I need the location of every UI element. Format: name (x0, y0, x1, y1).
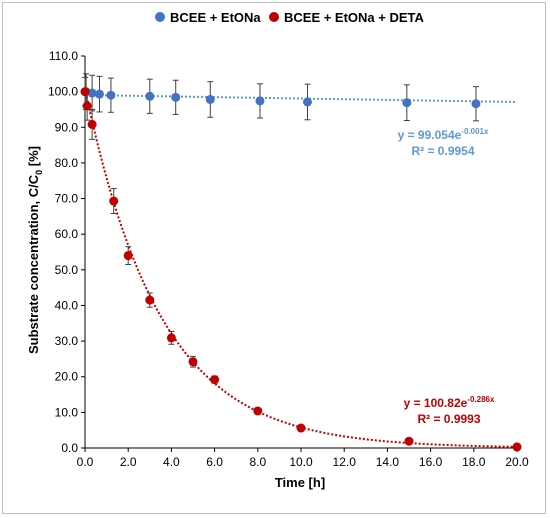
x-tick-labels: 0.0 2.0 4.0 6.0 8.0 10.0 12.0 14.0 16.0 18.0 20.0 (77, 448, 529, 469)
equation-text-bcee-etona-deta: y = 100.82e-0.286x (404, 395, 495, 410)
trendline-series-1 (84, 88, 518, 448)
y-tick-label: 90.0 (55, 120, 79, 134)
y-tick-label: 30.0 (55, 334, 79, 348)
data-point-series-1 (109, 196, 119, 206)
x-axis-title: Time [h] (275, 475, 325, 490)
data-points (80, 87, 522, 452)
equation-bcee-etona: y = 99.054e-0.001x R² = 0.9954 (398, 127, 489, 158)
data-point-series-1 (512, 442, 522, 452)
data-point-series-1 (80, 87, 90, 97)
data-point-series-1 (123, 251, 133, 261)
x-tick-label: 10.0 (289, 455, 313, 469)
data-point-series-0 (255, 96, 265, 106)
data-point-series-0 (471, 99, 481, 109)
y-tick-label: 40.0 (55, 298, 79, 312)
x-tick-label: 14.0 (376, 455, 400, 469)
data-point-series-0 (87, 88, 97, 98)
y-tick-label: 0.0 (61, 441, 78, 455)
legend-marker-bcee-etona (155, 12, 165, 22)
x-tick-label: 16.0 (419, 455, 443, 469)
y-tick-label: 80.0 (55, 156, 79, 170)
y-tick-labels: 0.0 10.0 20.0 30.0 40.0 50.0 60.0 70.0 80.0 90.0 1… (48, 49, 85, 455)
y-tick-label: 60.0 (55, 227, 79, 241)
data-point-series-1 (166, 333, 176, 343)
x-tick-label: 0.0 (77, 455, 94, 469)
x-tick-label: 18.0 (462, 455, 486, 469)
axes (84, 56, 517, 449)
data-point-series-0 (302, 97, 312, 107)
legend: BCEE + EtONa BCEE + EtONa + DETA (155, 10, 425, 25)
data-point-series-0 (171, 92, 181, 102)
x-tick-label: 4.0 (163, 455, 180, 469)
x-tick-label: 12.0 (333, 455, 357, 469)
equation-bcee-etona-deta: y = 100.82e-0.286x R² = 0.9993 (404, 395, 495, 426)
y-tick-label: 20.0 (55, 370, 79, 384)
data-point-series-1 (188, 357, 198, 367)
y-tick-label: 70.0 (55, 192, 79, 206)
x-tick-label: 2.0 (120, 455, 137, 469)
y-tick-label: 110.0 (49, 49, 78, 63)
data-point-series-1 (145, 295, 155, 305)
data-point-series-0 (94, 89, 104, 99)
y-tick-label: 50.0 (55, 263, 79, 277)
y-tick-label: 10.0 (55, 405, 79, 419)
data-point-series-1 (296, 423, 306, 433)
data-point-series-0 (205, 94, 215, 104)
data-point-series-0 (402, 98, 412, 108)
trendlines (84, 88, 518, 448)
legend-marker-bcee-etona-deta (269, 12, 279, 22)
x-tick-label: 6.0 (206, 455, 223, 469)
data-point-series-1 (253, 406, 263, 416)
y-tick-label: 100.0 (48, 85, 78, 99)
y-axis-title: Substrate concentration, C/C0 [%] (26, 146, 44, 354)
data-point-series-1 (82, 101, 92, 111)
data-point-series-1 (404, 436, 414, 446)
r2-text-bcee-etona-deta: R² = 0.9993 (417, 412, 480, 426)
chart-frame (2, 2, 546, 514)
legend-label-bcee-etona: BCEE + EtONa (170, 10, 261, 25)
trendline-series-0 (84, 94, 518, 103)
data-point-series-0 (106, 90, 116, 100)
x-tick-label: 8.0 (249, 455, 266, 469)
r2-text-bcee-etona: R² = 0.9954 (411, 144, 474, 158)
x-tick-label: 20.0 (505, 455, 529, 469)
equation-text-bcee-etona: y = 99.054e-0.001x (398, 127, 489, 142)
data-point-series-0 (145, 91, 155, 101)
data-point-series-1 (210, 375, 220, 385)
legend-label-bcee-etona-deta: BCEE + EtONa + DETA (284, 10, 425, 25)
data-point-series-1 (87, 119, 97, 129)
